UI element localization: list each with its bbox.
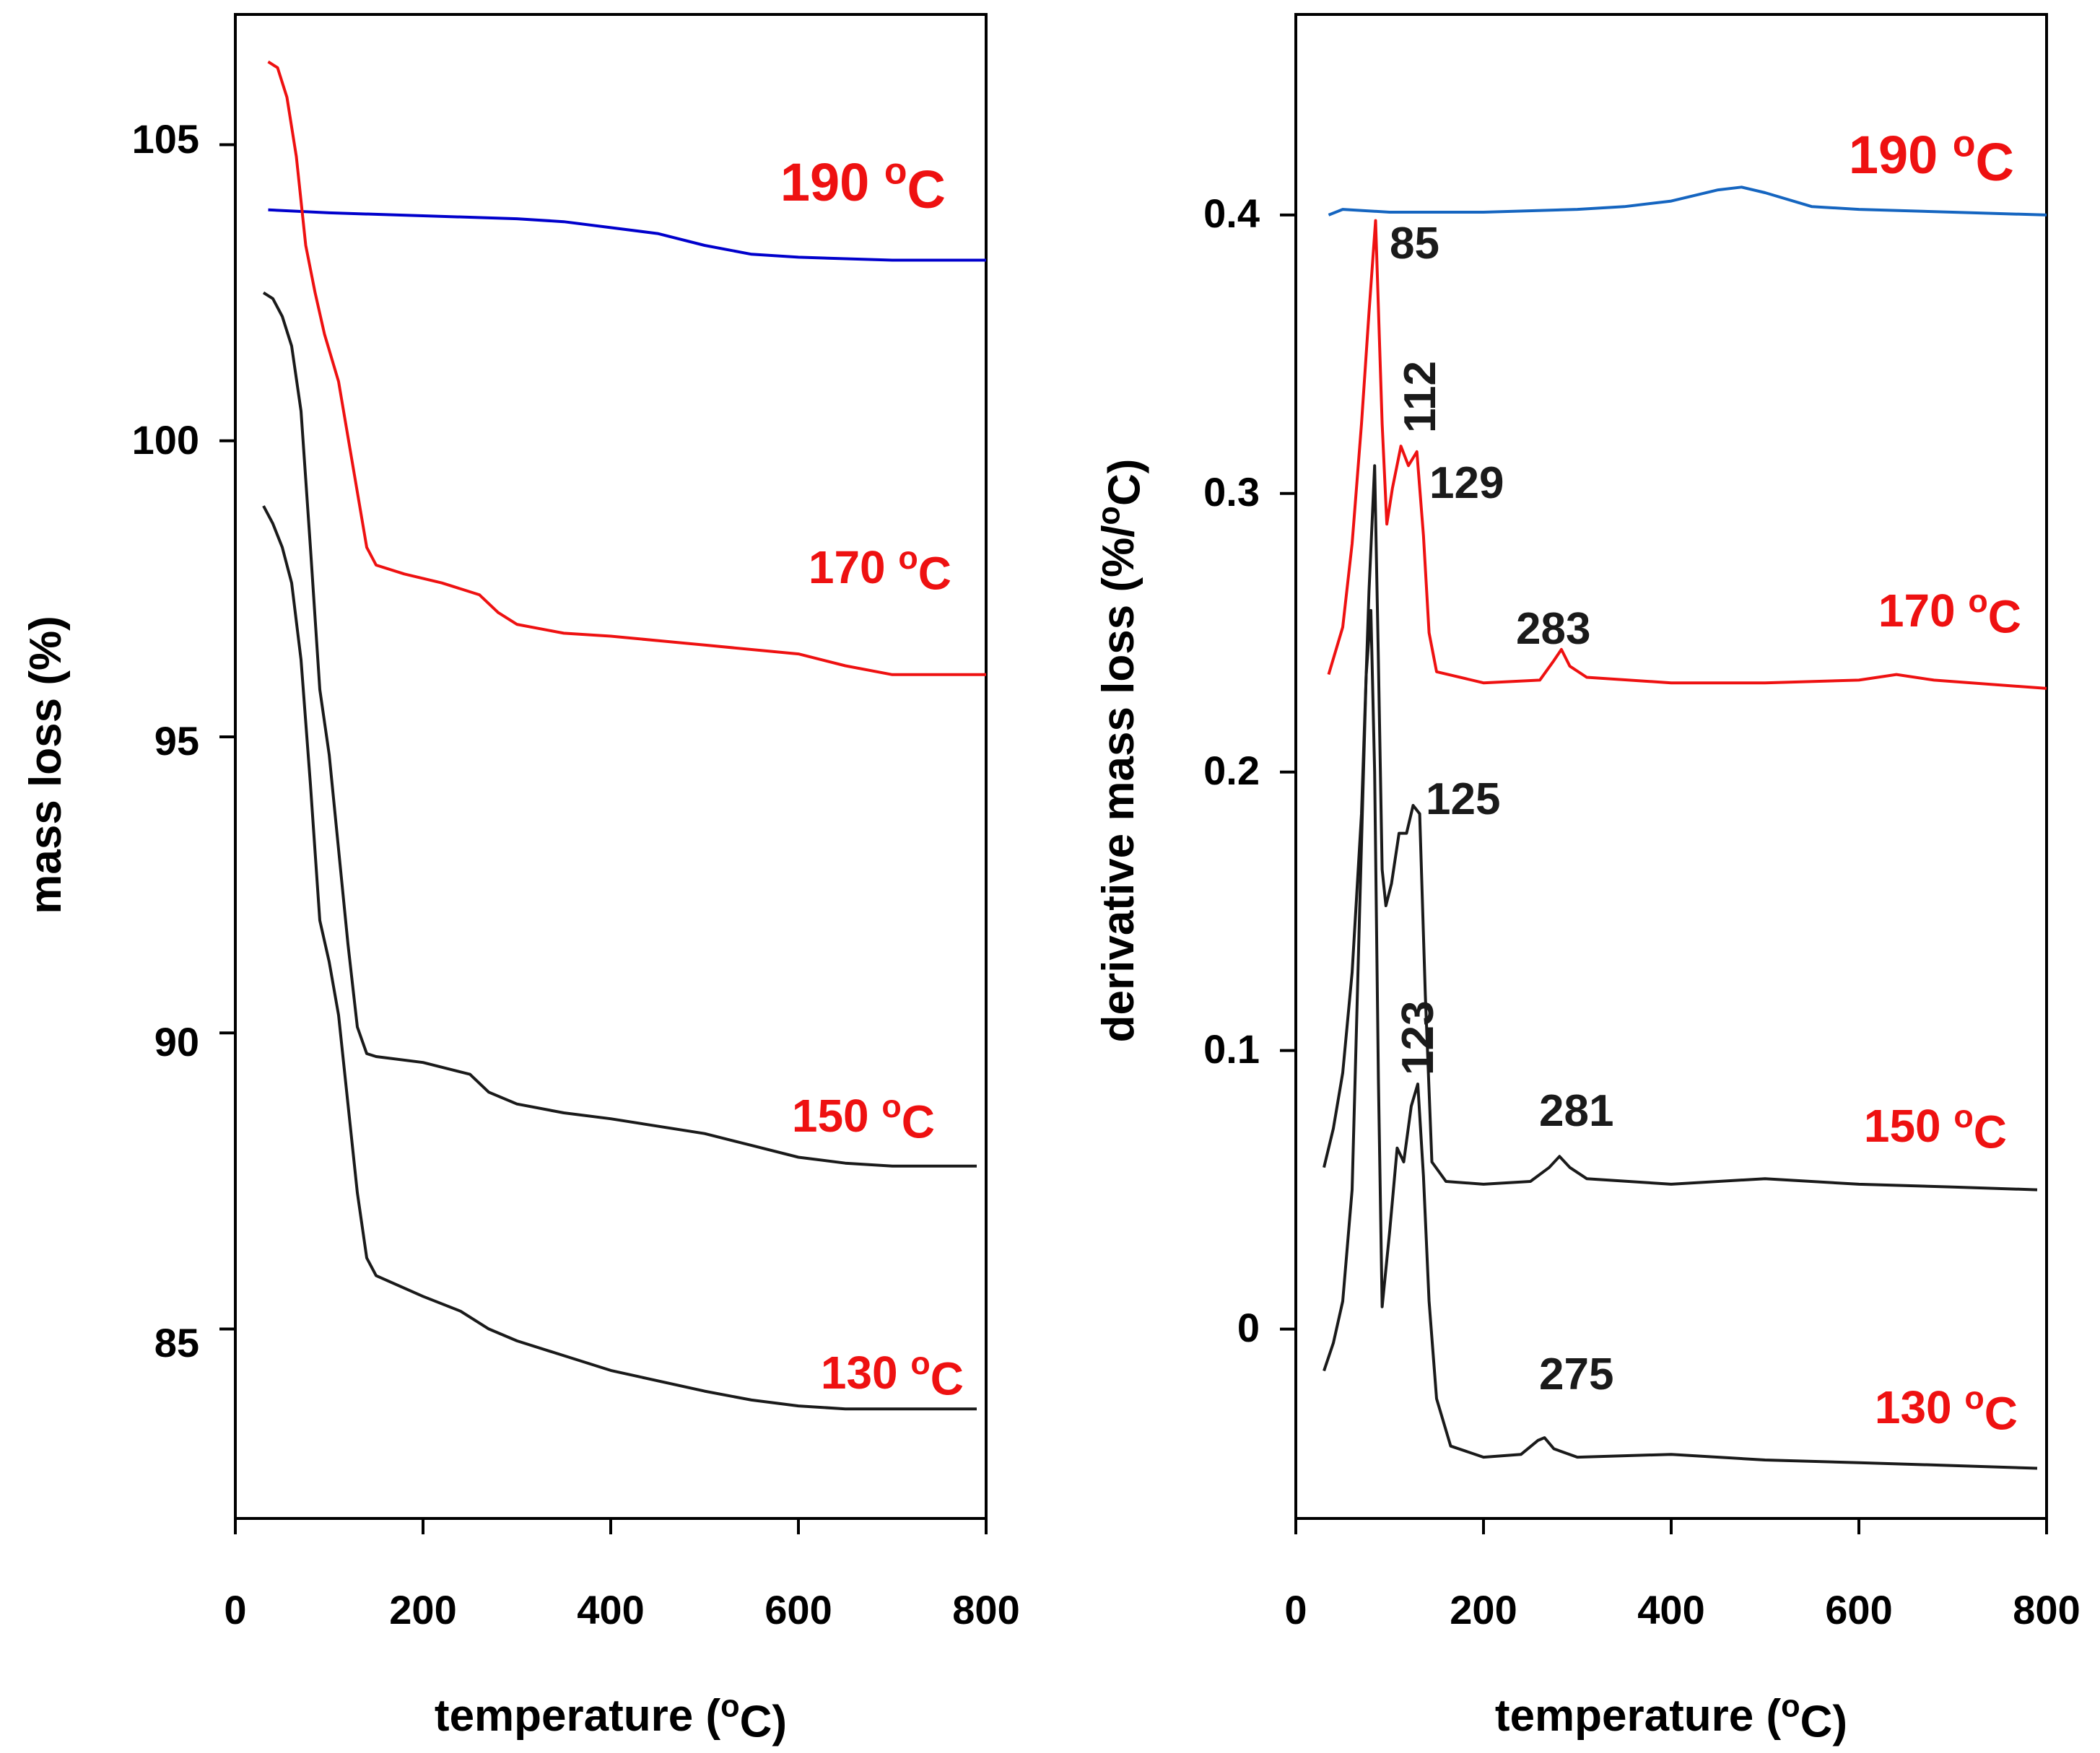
label-part: temperature ( [435,1691,721,1741]
peak-label-281: 281 [1539,1086,1613,1136]
label-part: C [918,548,951,600]
label-part: o [898,540,918,576]
left-series-line-190 [268,208,986,262]
label-part: o [1781,1689,1800,1723]
label-part: o [910,1345,930,1381]
left-ticks [219,143,988,1534]
right-x-tick-label: 200 [1450,1587,1517,1632]
peak-label-125: 125 [1426,774,1500,824]
label-part: 170 [809,541,899,593]
right-x-axis-title: temperature (oC) [1495,1689,1847,1747]
right-y-tick-label: 0.1 [1203,1026,1260,1072]
left-x-axis-title: temperature (oC) [435,1689,787,1747]
label-part: temperature ( [1495,1691,1782,1741]
left-series-lines [262,60,986,1411]
label-part: o [881,1088,901,1124]
left-series-label-130: 130 oC [821,1345,964,1405]
peak-label-85: 85 [1390,219,1439,268]
peak-label-283: 283 [1516,604,1590,654]
right-x-tick-label: 600 [1825,1587,1892,1632]
label-part: o [1968,583,1987,619]
left-y-tick-label: 100 [132,417,199,463]
left-x-tick-label: 400 [577,1587,644,1632]
label-part: 130 [821,1347,911,1399]
right-ticks [1280,213,2048,1534]
peak-label-123: 123 [1393,1001,1443,1075]
label-part: C [907,159,946,219]
label-part: C [1974,1106,2007,1158]
left-series-line-130 [262,505,977,1411]
right-y-tick-label: 0.4 [1203,191,1260,236]
peak-label-112: 112 [1395,361,1445,433]
left-x-tick-label: 0 [224,1587,246,1632]
left-series-label-150: 150 oC [792,1088,935,1148]
label-part: C) [1099,459,1149,506]
left-y-tick-label: 105 [132,116,199,162]
mass-loss-panel: 85 90 95 100 105 0 200 400 600 800 tempe… [21,13,1020,1747]
right-y-tick-label: 0.3 [1203,469,1260,515]
right-series-label-150: 150 oC [1864,1098,2007,1158]
left-series-label-190: 190 oC [780,150,946,219]
label-part: C [1976,132,2014,192]
label-part: 150 [1864,1100,1954,1152]
label-part: derivative mass loss (%/ [1094,525,1143,1043]
label-part: 170 [1878,585,1969,637]
left-series-label-170: 170 oC [809,540,951,600]
label-part: o [1953,123,1976,165]
label-part: o [884,150,907,192]
label-part: C [1988,591,2021,643]
label-part: C) [1800,1697,1847,1747]
right-series-label-190: 190 oC [1849,123,2014,192]
label-part: o [720,1689,740,1723]
right-x-tick-label: 0 [1284,1587,1307,1632]
label-part: o [1964,1380,1984,1416]
label-part: 150 [792,1090,882,1142]
label-part: o [1092,506,1126,525]
left-plot-frame [234,13,988,1520]
peak-label-129: 129 [1429,458,1504,508]
label-part: C [1984,1388,2018,1440]
right-series-line-130 [1323,608,2038,1470]
left-y-axis-title: mass loss (%) [21,616,71,914]
derivative-panel: 0 0.1 0.2 0.3 0.4 0 200 400 600 800 temp… [1092,13,2081,1747]
left-y-tick-label: 85 [154,1320,199,1365]
right-series-line-170 [1327,219,2047,690]
right-series-label-130: 130 oC [1875,1380,2018,1440]
right-y-tick-label: 0 [1237,1305,1260,1350]
label-part: 190 [1849,125,1953,185]
label-part: o [1953,1098,1973,1135]
left-x-tick-label: 200 [389,1587,456,1632]
right-x-tick-label: 400 [1637,1587,1704,1632]
right-y-axis-title: derivative mass loss (%/oC) [1092,459,1149,1043]
left-x-tick-label: 600 [764,1587,832,1632]
right-series-line-150 [1323,464,2038,1192]
right-x-tick-label: 800 [2013,1587,2080,1632]
right-series-lines [1323,185,2047,1470]
left-x-tick-label: 800 [952,1587,1019,1632]
right-series-label-170: 170 oC [1878,583,2021,643]
right-y-tick-label: 0.2 [1203,748,1260,793]
label-part: C [931,1353,964,1405]
left-series-line-170 [267,60,986,676]
left-y-tick-label: 90 [154,1019,199,1065]
label-part: 130 [1875,1381,1965,1433]
left-y-tick-label: 95 [154,718,199,764]
label-part: C) [740,1697,787,1747]
right-series-line-190 [1328,185,2047,217]
label-part: C [902,1096,935,1148]
left-series-line-150 [262,291,977,1168]
label-part: 190 [780,152,884,212]
peak-label-275: 275 [1539,1350,1613,1399]
